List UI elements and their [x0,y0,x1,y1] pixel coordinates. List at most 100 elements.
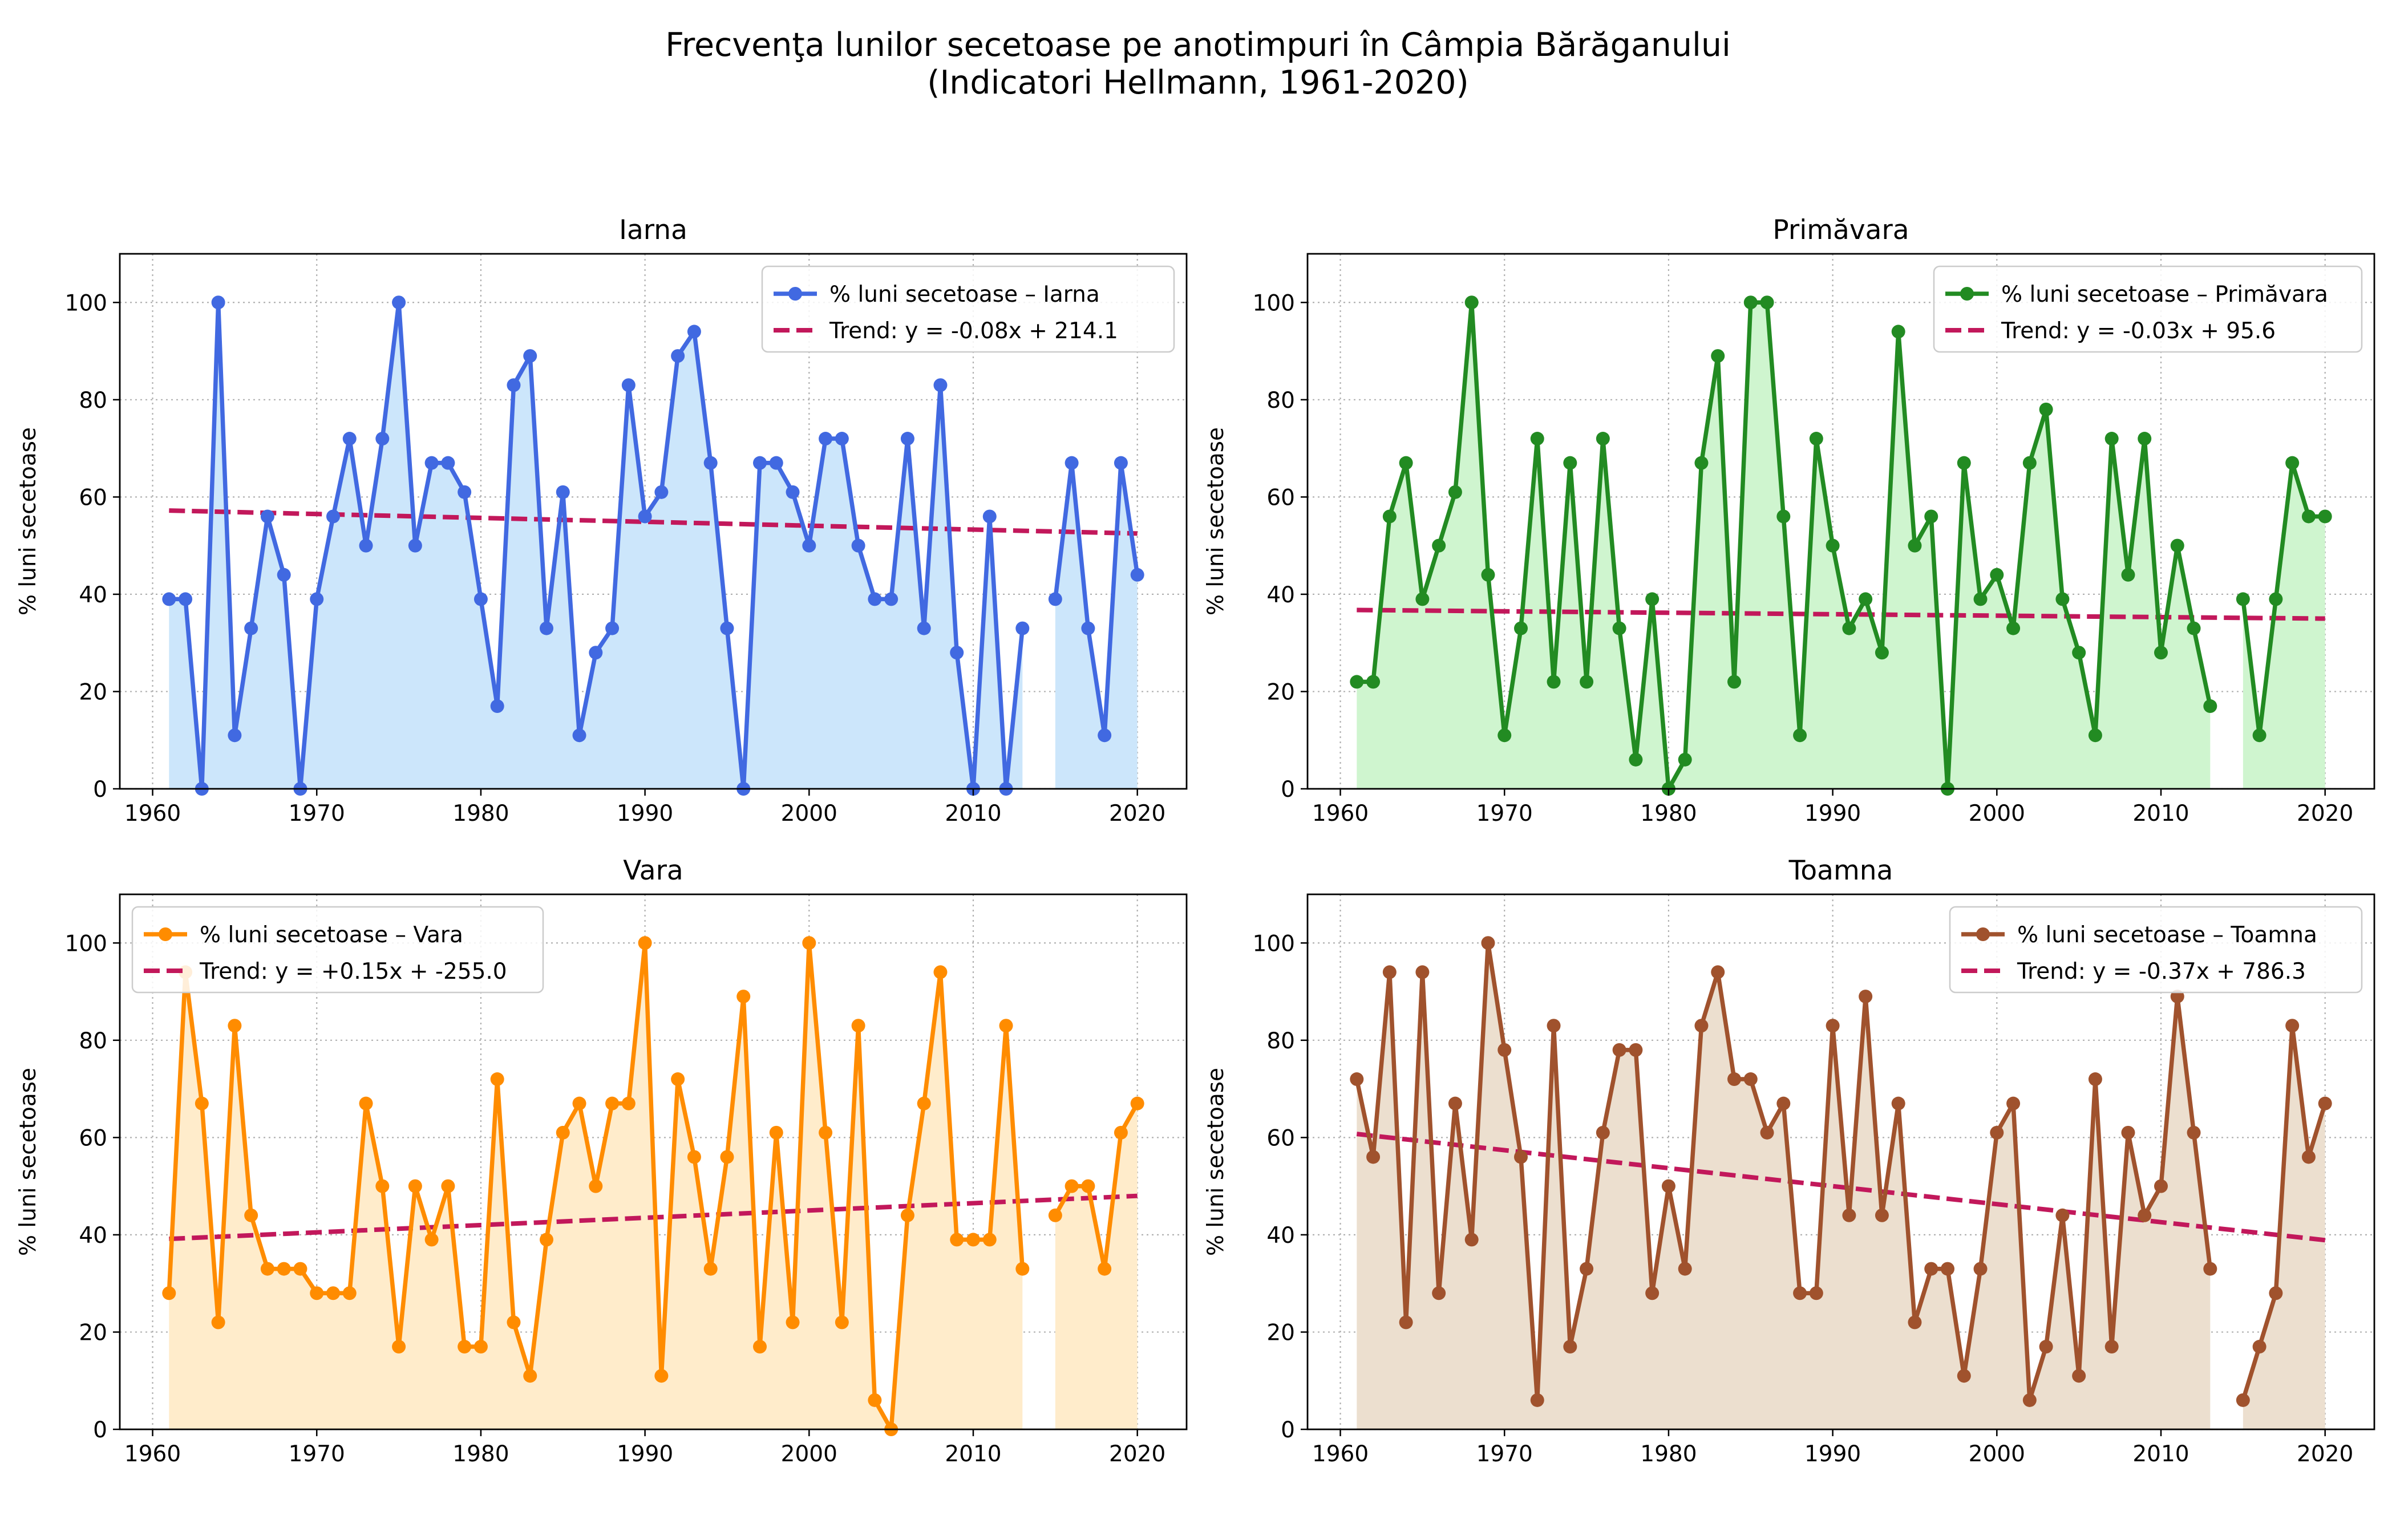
data-point [950,1233,964,1247]
data-point [540,1233,553,1247]
data-point [1776,509,1791,524]
data-point [1629,1043,1643,1057]
data-point [819,1125,833,1140]
data-point [786,485,800,499]
data-point [2236,1393,2250,1407]
y-axis-label: % luni secetoase [1203,427,1229,615]
x-tick-label: 1970 [1476,1441,1533,1467]
data-point [1580,675,1594,689]
data-point [2088,728,2102,743]
data-point [835,1315,849,1330]
data-point [2269,592,2283,606]
data-point [2318,509,2332,524]
data-point [1973,592,1988,606]
data-point [819,432,833,446]
data-point [342,1286,357,1300]
data-point [900,432,914,446]
x-tick-label: 2000 [1969,801,2025,826]
data-point [1514,621,1528,635]
data-point [1530,432,1544,446]
data-point [507,1315,521,1330]
axes-frame [1306,893,2375,1430]
y-tick-label: 0 [1281,777,1295,803]
y-tick-label: 60 [79,1125,107,1151]
data-point [1776,1096,1791,1111]
data-point [1875,646,1889,660]
data-point [1399,1315,1413,1330]
data-point [2170,538,2184,553]
data-point [605,1096,620,1111]
legend-marker-swatch [788,287,802,301]
data-point [786,1315,800,1330]
data-point [589,1179,603,1193]
data-point [1448,485,1462,499]
y-tick-label: 100 [1253,290,1295,316]
y-tick-label: 80 [1266,1028,1295,1054]
data-point [2072,1369,2086,1383]
panel-title: Toamna [1788,855,1893,886]
data-point [2055,592,2070,606]
data-point [1415,965,1430,979]
data-point [900,1208,914,1222]
data-point [868,1393,882,1407]
data-point [1382,509,1397,524]
x-tick-label: 2010 [945,801,1001,826]
data-point [1366,675,1381,689]
data-point [293,1262,307,1276]
x-tick-label: 1990 [617,1441,673,1467]
data-point [1908,1315,1922,1330]
data-point [917,621,931,635]
data-point [1498,1043,1512,1057]
x-tick-label: 1960 [124,801,181,826]
panel-title: Iarna [619,214,687,246]
data-point [392,1340,406,1354]
y-axis-label: % luni secetoase [15,1068,41,1256]
data-point [458,485,472,499]
data-point [621,378,636,392]
data-point [1130,1096,1144,1111]
data-point [1645,592,1660,606]
data-point [408,1179,422,1193]
data-point [375,1179,390,1193]
data-point [1743,295,1758,310]
data-point [310,1286,324,1300]
data-point [2006,621,2021,635]
data-point [424,1233,439,1247]
data-point [2285,456,2300,470]
data-point [851,538,865,553]
data-point [720,621,734,635]
data-point [2006,1096,2021,1111]
data-point [2269,1286,2283,1300]
area-fill [169,302,1023,789]
x-tick-label: 2000 [781,1441,837,1467]
y-tick-label: 60 [1266,485,1295,510]
data-point [1924,509,1938,524]
data-point [211,1315,225,1330]
data-point [1859,990,1873,1004]
data-point [1081,1179,1095,1193]
data-point [868,592,882,606]
data-point [1727,675,1741,689]
legend-box [1933,265,2363,353]
data-point [392,295,406,310]
trend-line [169,1193,1138,1242]
x-tick-label: 2020 [2297,1441,2353,1467]
data-point [556,485,570,499]
data-point [736,990,751,1004]
data-point [1891,325,1905,339]
subplot-2: 1960 1970 1980 1990 2000 2010 2020 0 20 40 60 80 100… [1203,214,2375,826]
subplot-grid: 1960 1970 1980 1990 2000 2010 2020020406080100… [15,214,2375,1467]
data-point [441,1179,455,1193]
x-tick-label: 1970 [289,1441,345,1467]
x-tick-label: 2010 [2132,801,2189,826]
data-point [359,538,373,553]
area-fill [2243,1026,2325,1429]
data-point [2138,1208,2152,1222]
legend-label-series: % luni secetoase – Primăvara [2001,282,2328,307]
data-point [2022,456,2037,470]
data-point [671,1072,685,1087]
data-point [703,1262,718,1276]
panel-title: Vara [623,855,683,886]
data-point [1015,621,1030,635]
data-point [1081,621,1095,635]
